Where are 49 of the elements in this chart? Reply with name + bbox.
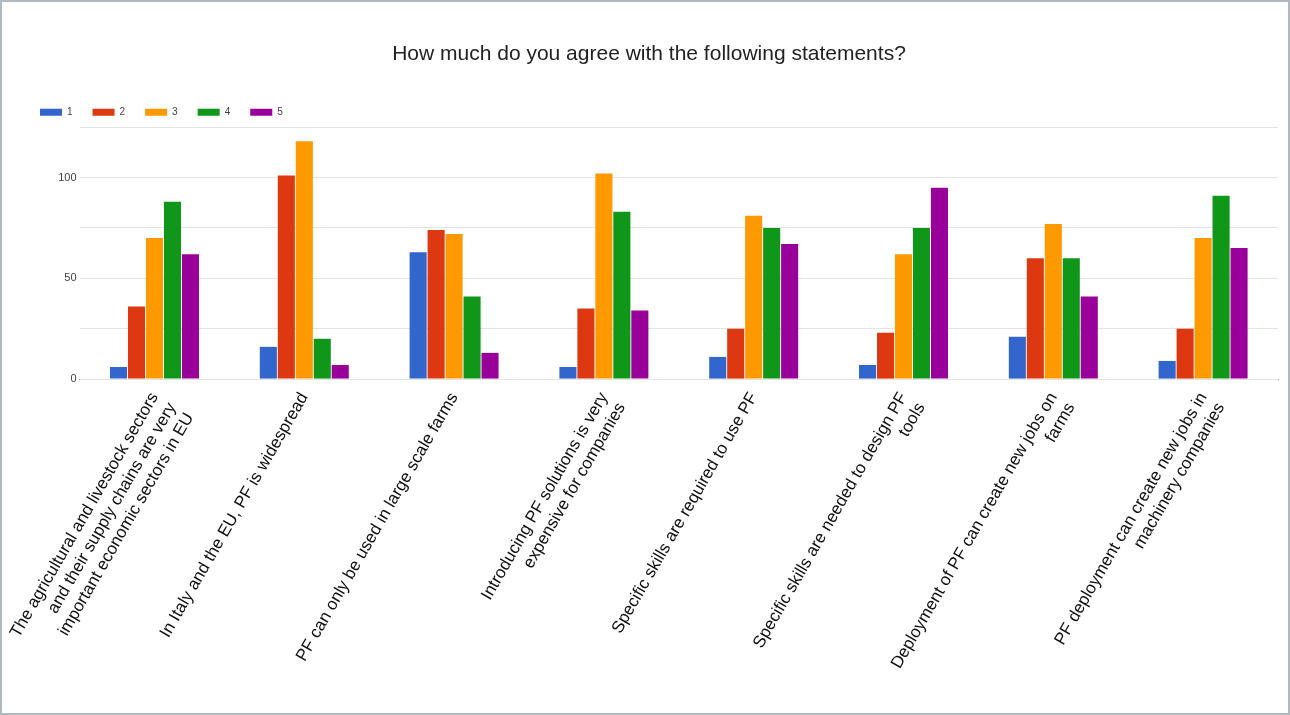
bar (1212, 195, 1230, 379)
bar (145, 238, 164, 379)
bar (259, 346, 277, 379)
bar (277, 175, 295, 379)
legend-label: 3 (172, 105, 179, 117)
bar (709, 356, 727, 379)
bar (894, 254, 913, 379)
y-tick-label: 50 (64, 271, 77, 284)
bar (1176, 328, 1194, 379)
bar (613, 211, 631, 379)
bar (876, 332, 895, 379)
bar (313, 338, 331, 379)
bar (481, 352, 499, 379)
legend-label: 4 (224, 105, 231, 117)
bar (127, 306, 146, 379)
bar (1026, 258, 1044, 379)
bar (445, 233, 463, 379)
legend-label: 2 (119, 105, 126, 117)
bar (1008, 336, 1026, 379)
bar (595, 173, 613, 379)
bar (427, 229, 445, 379)
bar (331, 364, 349, 379)
bar (559, 366, 577, 379)
bar (1194, 238, 1212, 379)
bar (1158, 360, 1176, 379)
bar (409, 252, 427, 379)
bar (727, 328, 745, 379)
bar (781, 244, 799, 379)
bar (912, 227, 931, 379)
bar (1230, 248, 1248, 379)
chart-title: How much do you agree with the following statements? (392, 41, 906, 65)
bar (745, 215, 763, 379)
bar (1062, 258, 1080, 379)
bar (295, 141, 313, 379)
bar (181, 254, 199, 379)
bar (577, 308, 595, 379)
bar (859, 364, 877, 379)
bar (631, 310, 649, 379)
bar (930, 187, 948, 379)
bar (1044, 223, 1062, 379)
legend-label: 1 (67, 105, 73, 117)
bar (163, 201, 181, 379)
bar (110, 366, 128, 379)
bar (463, 296, 481, 379)
y-tick-label: 100 (58, 170, 77, 183)
bar (763, 227, 781, 379)
legend-label: 5 (277, 105, 284, 117)
y-tick-label: 0 (70, 372, 77, 385)
bar (1080, 296, 1098, 379)
